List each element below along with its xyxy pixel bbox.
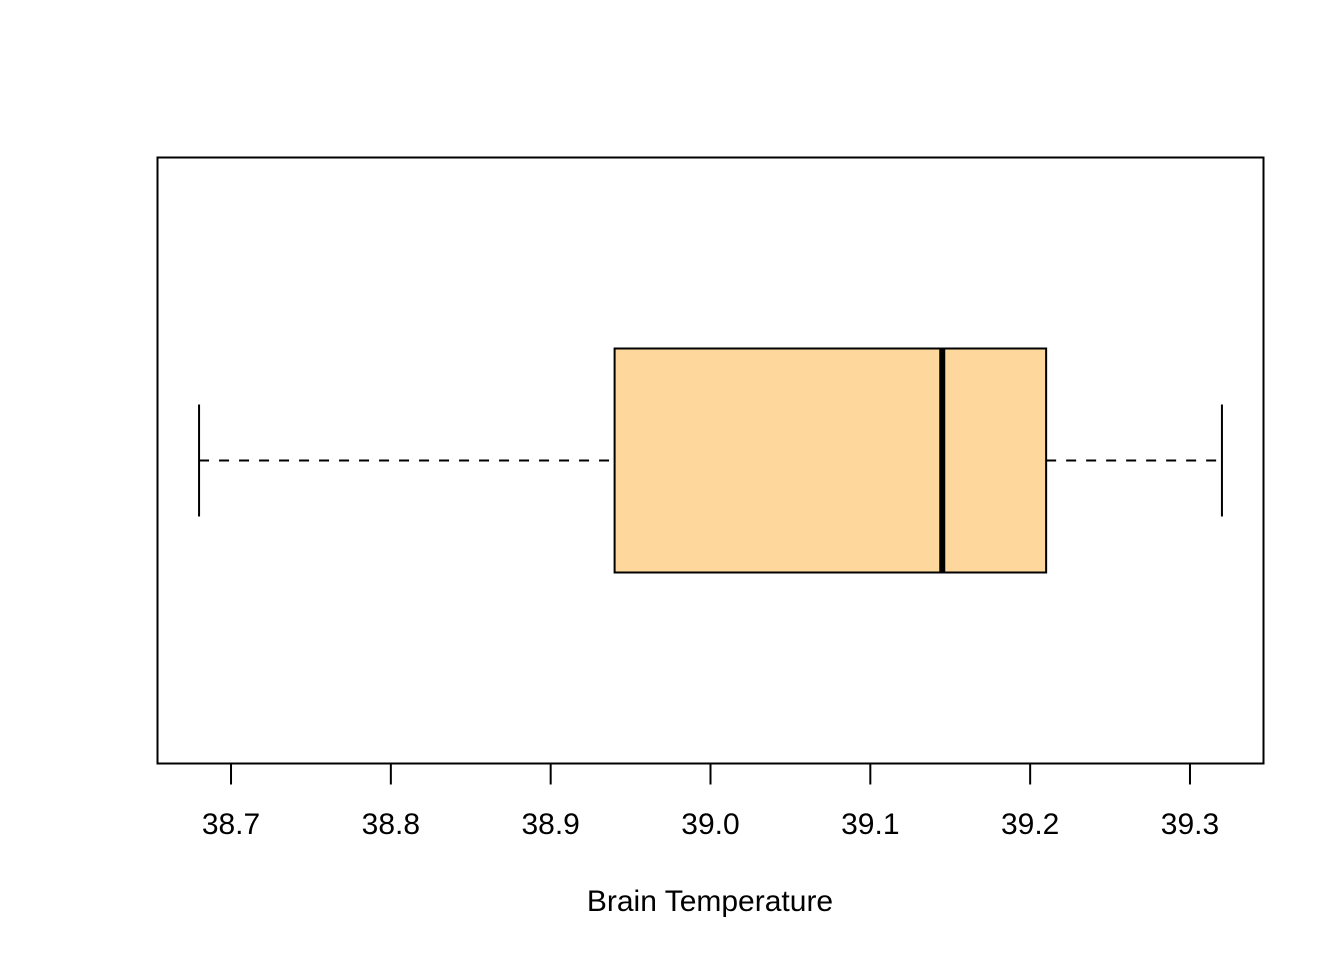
x-axis-title: Brain Temperature xyxy=(587,885,833,918)
box-group xyxy=(613,347,1048,574)
x-tick-label: 38.9 xyxy=(521,808,579,841)
x-tick-label: 38.8 xyxy=(362,808,420,841)
x-tick-label: 39.0 xyxy=(681,808,739,841)
x-tick-label: 39.2 xyxy=(1001,808,1059,841)
iqr-box xyxy=(613,347,1048,574)
whiskers xyxy=(198,404,1223,517)
x-axis: 38.7 38.8 38.9 39.0 39.1 39.2 39.3 xyxy=(202,762,1219,841)
x-tick-label: 38.7 xyxy=(202,808,260,841)
x-tick-label: 39.3 xyxy=(1161,808,1219,841)
x-tick-label: 39.1 xyxy=(841,808,899,841)
